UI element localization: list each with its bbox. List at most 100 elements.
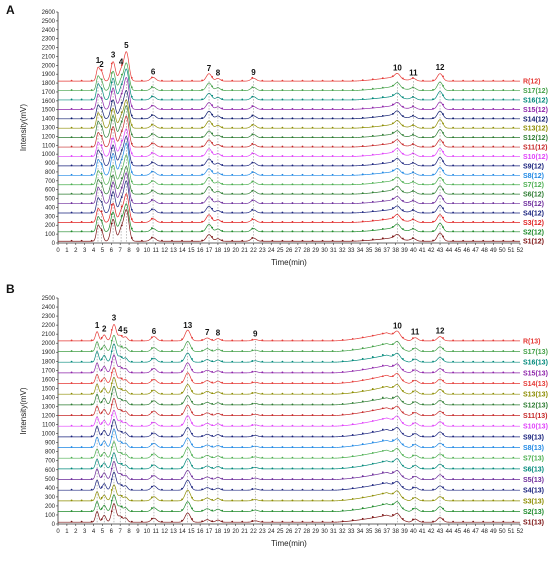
series-marker [70,211,73,214]
series-marker [80,520,83,523]
series-marker [70,488,73,491]
series-marker [412,358,414,361]
series-marker [120,420,123,423]
x-tick-label: 30 [321,529,328,535]
series-marker [251,445,254,448]
series-trace-S4(13) [58,471,520,491]
series-marker [301,192,304,195]
y-tick-label: 2000 [42,341,56,347]
series-label-S10(13): S10(13) [523,424,548,431]
x-tick-label: 13 [170,529,177,535]
series-marker [492,145,495,148]
series-marker [512,89,515,91]
series-marker [452,446,454,448]
series-marker [231,392,234,395]
series-marker [241,79,244,82]
series-marker [211,520,214,523]
series-marker [331,488,334,491]
series-marker [231,145,234,148]
series-marker [271,488,274,491]
series-marker [171,164,173,167]
series-marker [452,360,454,363]
series-marker [381,124,384,127]
x-tick-label: 24 [268,248,275,254]
x-tick-label: 32 [339,248,346,254]
series-marker [221,98,224,100]
series-marker [271,456,274,459]
series-marker [351,98,354,101]
series-marker [191,239,193,242]
series-marker [291,414,294,416]
series-marker [140,392,143,395]
series-marker [432,192,434,195]
series-marker [181,239,183,242]
y-tick-label: 1700 [42,90,56,96]
series-marker [331,239,334,242]
series-marker [351,79,354,82]
series-marker [291,371,294,374]
series-marker [361,347,364,349]
series-marker [432,88,434,91]
series-marker [80,499,83,502]
y-tick-label: 2000 [42,63,56,69]
x-tick-label: 16 [197,248,204,254]
peak-label: 3 [112,314,117,323]
series-trace-S15(13) [58,354,520,374]
series-marker [442,75,444,78]
series-marker [482,230,485,233]
x-tick-label: 48 [481,529,488,535]
series-marker [371,366,374,369]
series-marker [452,403,454,406]
series-marker [442,390,444,393]
series-marker [291,510,294,512]
series-marker [181,136,183,139]
series-marker [291,456,294,459]
series-marker [371,473,374,476]
x-tick-label: 41 [419,248,426,254]
series-marker [311,220,314,223]
series-marker [181,126,183,129]
series-marker [321,183,324,186]
series-marker [181,434,183,437]
series-marker [502,488,505,491]
series-marker [492,173,495,176]
series-marker [512,392,515,395]
series-marker [211,151,214,154]
series-label-S14(13): S14(13) [523,381,548,388]
x-tick-label: 38 [392,529,399,535]
series-marker [462,211,465,214]
series-marker [361,336,364,339]
series-marker [482,478,485,480]
series-marker [492,126,495,129]
series-marker [442,486,444,489]
series-marker [80,211,83,214]
series-marker [482,79,485,82]
series-marker [281,89,284,91]
series-marker [311,478,314,480]
series-marker [70,403,73,406]
series-marker [201,126,204,129]
series-marker [371,134,374,137]
x-tick-label: 38 [392,248,399,254]
x-tick-label: 8 [127,529,131,535]
series-marker [331,220,334,223]
series-marker [371,462,374,465]
series-marker [80,89,83,91]
series-marker [291,202,294,204]
series-marker [261,79,264,82]
series-marker [402,209,404,212]
peak-label: 7 [205,328,210,337]
series-marker [442,518,444,521]
series-marker [271,211,274,214]
x-tick-label: 45 [454,248,461,254]
series-marker [361,389,364,392]
series-marker [341,456,344,459]
series-marker [482,446,485,448]
series-marker [80,126,83,129]
series-marker [140,350,143,352]
series-marker [422,126,424,129]
series-marker [331,173,334,176]
y-tick-label: 800 [45,450,56,456]
series-marker [502,446,505,448]
series-marker [472,117,475,120]
